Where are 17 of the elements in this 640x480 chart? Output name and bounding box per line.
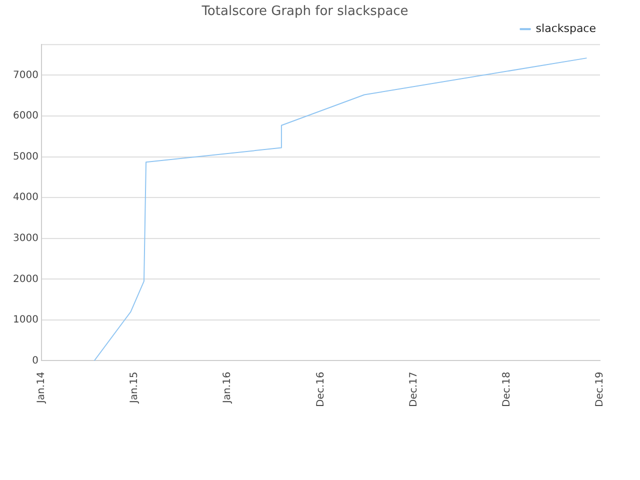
x-tick-label: Jan.14: [36, 372, 48, 404]
x-tick-label: Dec.16: [315, 372, 326, 408]
y-tick-label: 5000: [12, 151, 38, 162]
y-tick-label: 0: [32, 355, 38, 366]
x-tick-label: Dec.17: [408, 372, 420, 408]
y-tick-label: 4000: [12, 192, 38, 204]
y-tick-label: 2000: [12, 274, 38, 285]
x-tick-label: Jan.15: [129, 372, 140, 404]
y-tick-label: 1000: [12, 314, 38, 326]
y-tick-label: 7000: [12, 70, 38, 81]
chart-title: Totalscore Graph for slackspace: [200, 4, 408, 20]
legend-label: slackspace: [536, 22, 596, 35]
y-tick-label: 6000: [12, 110, 38, 122]
x-tick-label: Dec.19: [594, 372, 606, 408]
y-tick-label: 3000: [12, 232, 38, 244]
x-tick-label: Jan.16: [222, 372, 234, 404]
x-tick-label: Dec.18: [502, 372, 512, 408]
